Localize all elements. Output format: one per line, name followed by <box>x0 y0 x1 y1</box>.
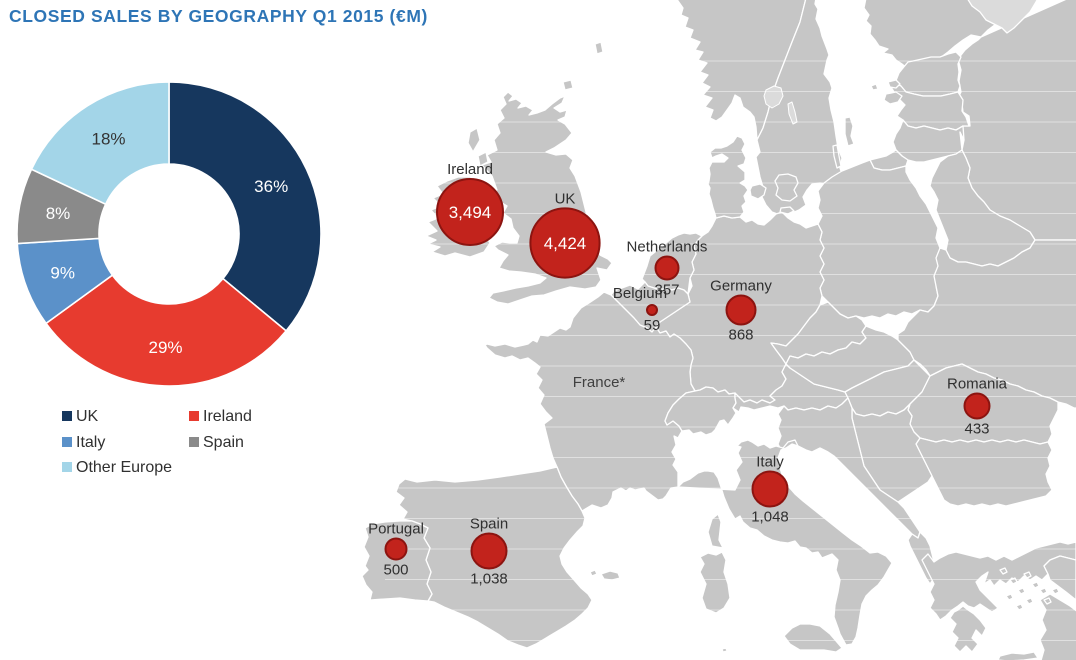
svg-text:Ireland: Ireland <box>447 161 493 178</box>
svg-text:36%: 36% <box>254 177 288 196</box>
svg-text:Germany: Germany <box>710 278 772 295</box>
svg-text:Romania: Romania <box>947 376 1008 393</box>
svg-text:Belgium: Belgium <box>613 285 667 302</box>
svg-text:Portugal: Portugal <box>368 521 424 538</box>
svg-text:8%: 8% <box>46 204 71 223</box>
svg-text:Netherlands: Netherlands <box>627 239 708 256</box>
svg-text:Ireland: Ireland <box>203 408 252 425</box>
svg-text:Spain: Spain <box>203 434 244 451</box>
svg-text:59: 59 <box>644 317 661 334</box>
svg-text:UK: UK <box>555 190 576 207</box>
svg-text:CLOSED SALES BY GEOGRAPHY Q1 2: CLOSED SALES BY GEOGRAPHY Q1 2015 (€M) <box>9 6 428 26</box>
svg-text:500: 500 <box>383 562 408 579</box>
svg-text:Italy: Italy <box>756 454 784 471</box>
svg-text:9%: 9% <box>50 263 75 282</box>
svg-text:Spain: Spain <box>470 516 508 533</box>
svg-text:4,424: 4,424 <box>544 234 587 253</box>
svg-text:Italy: Italy <box>76 434 105 451</box>
svg-text:1,048: 1,048 <box>751 509 789 526</box>
svg-text:868: 868 <box>728 327 753 344</box>
svg-text:433: 433 <box>964 421 989 438</box>
svg-text:29%: 29% <box>148 338 182 357</box>
svg-text:Other Europe: Other Europe <box>76 459 172 476</box>
svg-text:1,038: 1,038 <box>470 571 508 588</box>
svg-text:UK: UK <box>76 408 99 425</box>
svg-text:357: 357 <box>654 282 679 299</box>
svg-text:3,494: 3,494 <box>449 203 492 222</box>
svg-text:France*: France* <box>573 374 626 391</box>
svg-text:18%: 18% <box>91 130 125 149</box>
